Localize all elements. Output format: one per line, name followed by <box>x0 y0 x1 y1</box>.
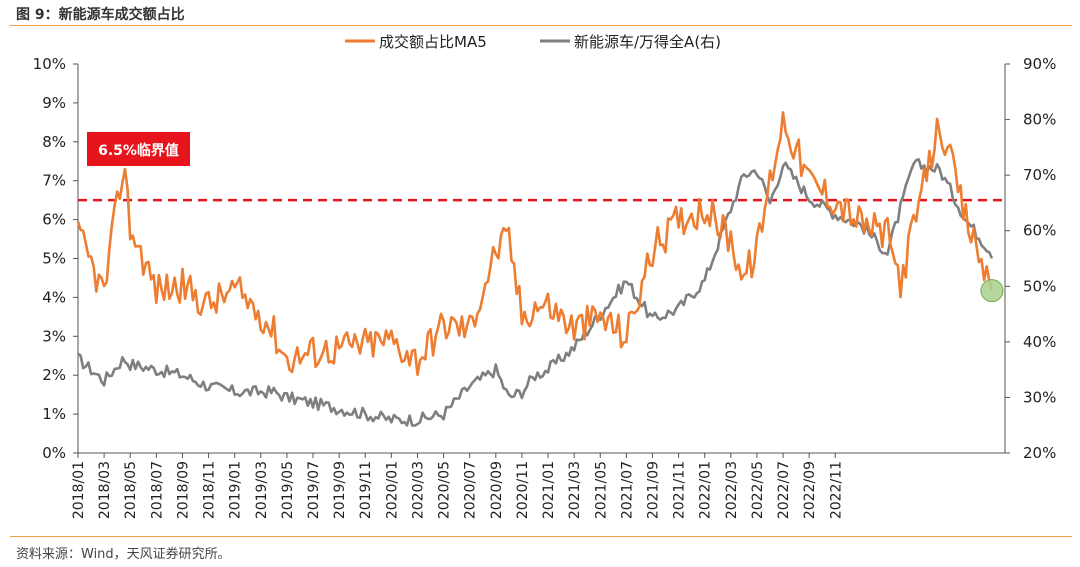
left-tick-label: 5% <box>42 250 66 268</box>
left-tick-label: 10% <box>33 55 66 73</box>
x-tick-label: 2022/09 <box>802 461 818 519</box>
right-tick-label: 70% <box>1023 166 1056 184</box>
x-tick-label: 2022/05 <box>750 461 766 519</box>
x-tick-label: 2021/11 <box>672 461 688 519</box>
series-layer <box>76 111 994 427</box>
x-tick-label: 2021/01 <box>541 461 557 519</box>
right-tick-label: 30% <box>1023 388 1056 406</box>
left-tick-label: 7% <box>42 172 66 190</box>
x-tick-label: 2022/11 <box>828 461 844 519</box>
x-tick-label: 2018/11 <box>202 461 218 519</box>
threshold-annotation-label: 6.5%临界值 <box>98 142 179 159</box>
bottom-rule <box>10 536 1072 537</box>
x-tick-label: 2022/07 <box>776 461 792 519</box>
x-tick-label: 2021/03 <box>567 461 583 519</box>
right-tick-label: 60% <box>1023 222 1056 240</box>
x-tick-label: 2022/01 <box>698 461 714 519</box>
right-tick-label: 50% <box>1023 277 1056 295</box>
x-tick-label: 2019/03 <box>254 461 270 519</box>
left-tick-label: 2% <box>42 366 66 384</box>
x-tick-label: 2020/03 <box>410 461 426 519</box>
right-tick-label: 80% <box>1023 111 1056 129</box>
current-value-marker <box>980 279 1004 303</box>
x-tick-label: 2019/11 <box>358 461 374 519</box>
right-tick-label: 20% <box>1023 444 1056 462</box>
x-tick-label: 2018/05 <box>123 461 139 519</box>
x-tick-label: 2019/05 <box>280 461 296 519</box>
axes: 0% 1% 2% 3% 4% 5% 6% 7% 8% 9% 10% 20% 30% 40% 50% 60% 70… <box>33 55 1057 519</box>
x-tick-label: 2020/05 <box>437 461 453 519</box>
x-tick-label: 2021/05 <box>593 461 609 519</box>
right-tick-label: 40% <box>1023 333 1056 351</box>
x-tick-label: 2019/01 <box>228 461 244 519</box>
x-tick-label: 2019/09 <box>332 461 348 519</box>
left-tick-label: 3% <box>42 327 66 345</box>
x-tick-label: 2020/07 <box>463 461 479 519</box>
series-line-turnover-share-ma5 <box>76 111 994 377</box>
left-tick-label: 0% <box>42 444 66 462</box>
x-tick-label: 2018/01 <box>71 461 87 519</box>
left-tick-label: 4% <box>42 288 66 306</box>
threshold-annotation-box <box>87 132 190 166</box>
left-tick-label: 8% <box>42 133 66 151</box>
x-tick-label: 2022/03 <box>724 461 740 519</box>
series-line-sector-vs-allA <box>77 158 994 427</box>
x-tick-label: 2020/01 <box>384 461 400 519</box>
legend-label-turnover-share: 成交额占比MA5 <box>379 33 487 51</box>
annotation-layer: 6.5%临界值 <box>87 132 1004 303</box>
figure-title: 图 9：新能源车成交额占比 <box>16 7 185 23</box>
legend-label-sector-vs-allA: 新能源车/万得全A(右) <box>574 33 721 51</box>
x-tick-label: 2018/09 <box>175 461 191 519</box>
x-tick-label: 2020/11 <box>515 461 531 519</box>
right-tick-label: 90% <box>1023 55 1056 73</box>
x-tick-label: 2021/09 <box>645 461 661 519</box>
left-tick-label: 1% <box>42 405 66 423</box>
left-tick-label: 9% <box>42 94 66 112</box>
top-rule <box>10 25 1072 26</box>
x-tick-label: 2021/07 <box>619 461 635 519</box>
x-tick-label: 2019/07 <box>306 461 322 519</box>
legend: 成交额占比MA5 新能源车/万得全A(右) <box>345 33 721 51</box>
left-tick-label: 6% <box>42 211 66 229</box>
x-tick-label: 2020/09 <box>489 461 505 519</box>
source-note: 资料来源：Wind，天风证券研究所。 <box>16 547 231 562</box>
x-tick-label: 2018/07 <box>149 461 165 519</box>
x-tick-label: 2018/03 <box>97 461 113 519</box>
